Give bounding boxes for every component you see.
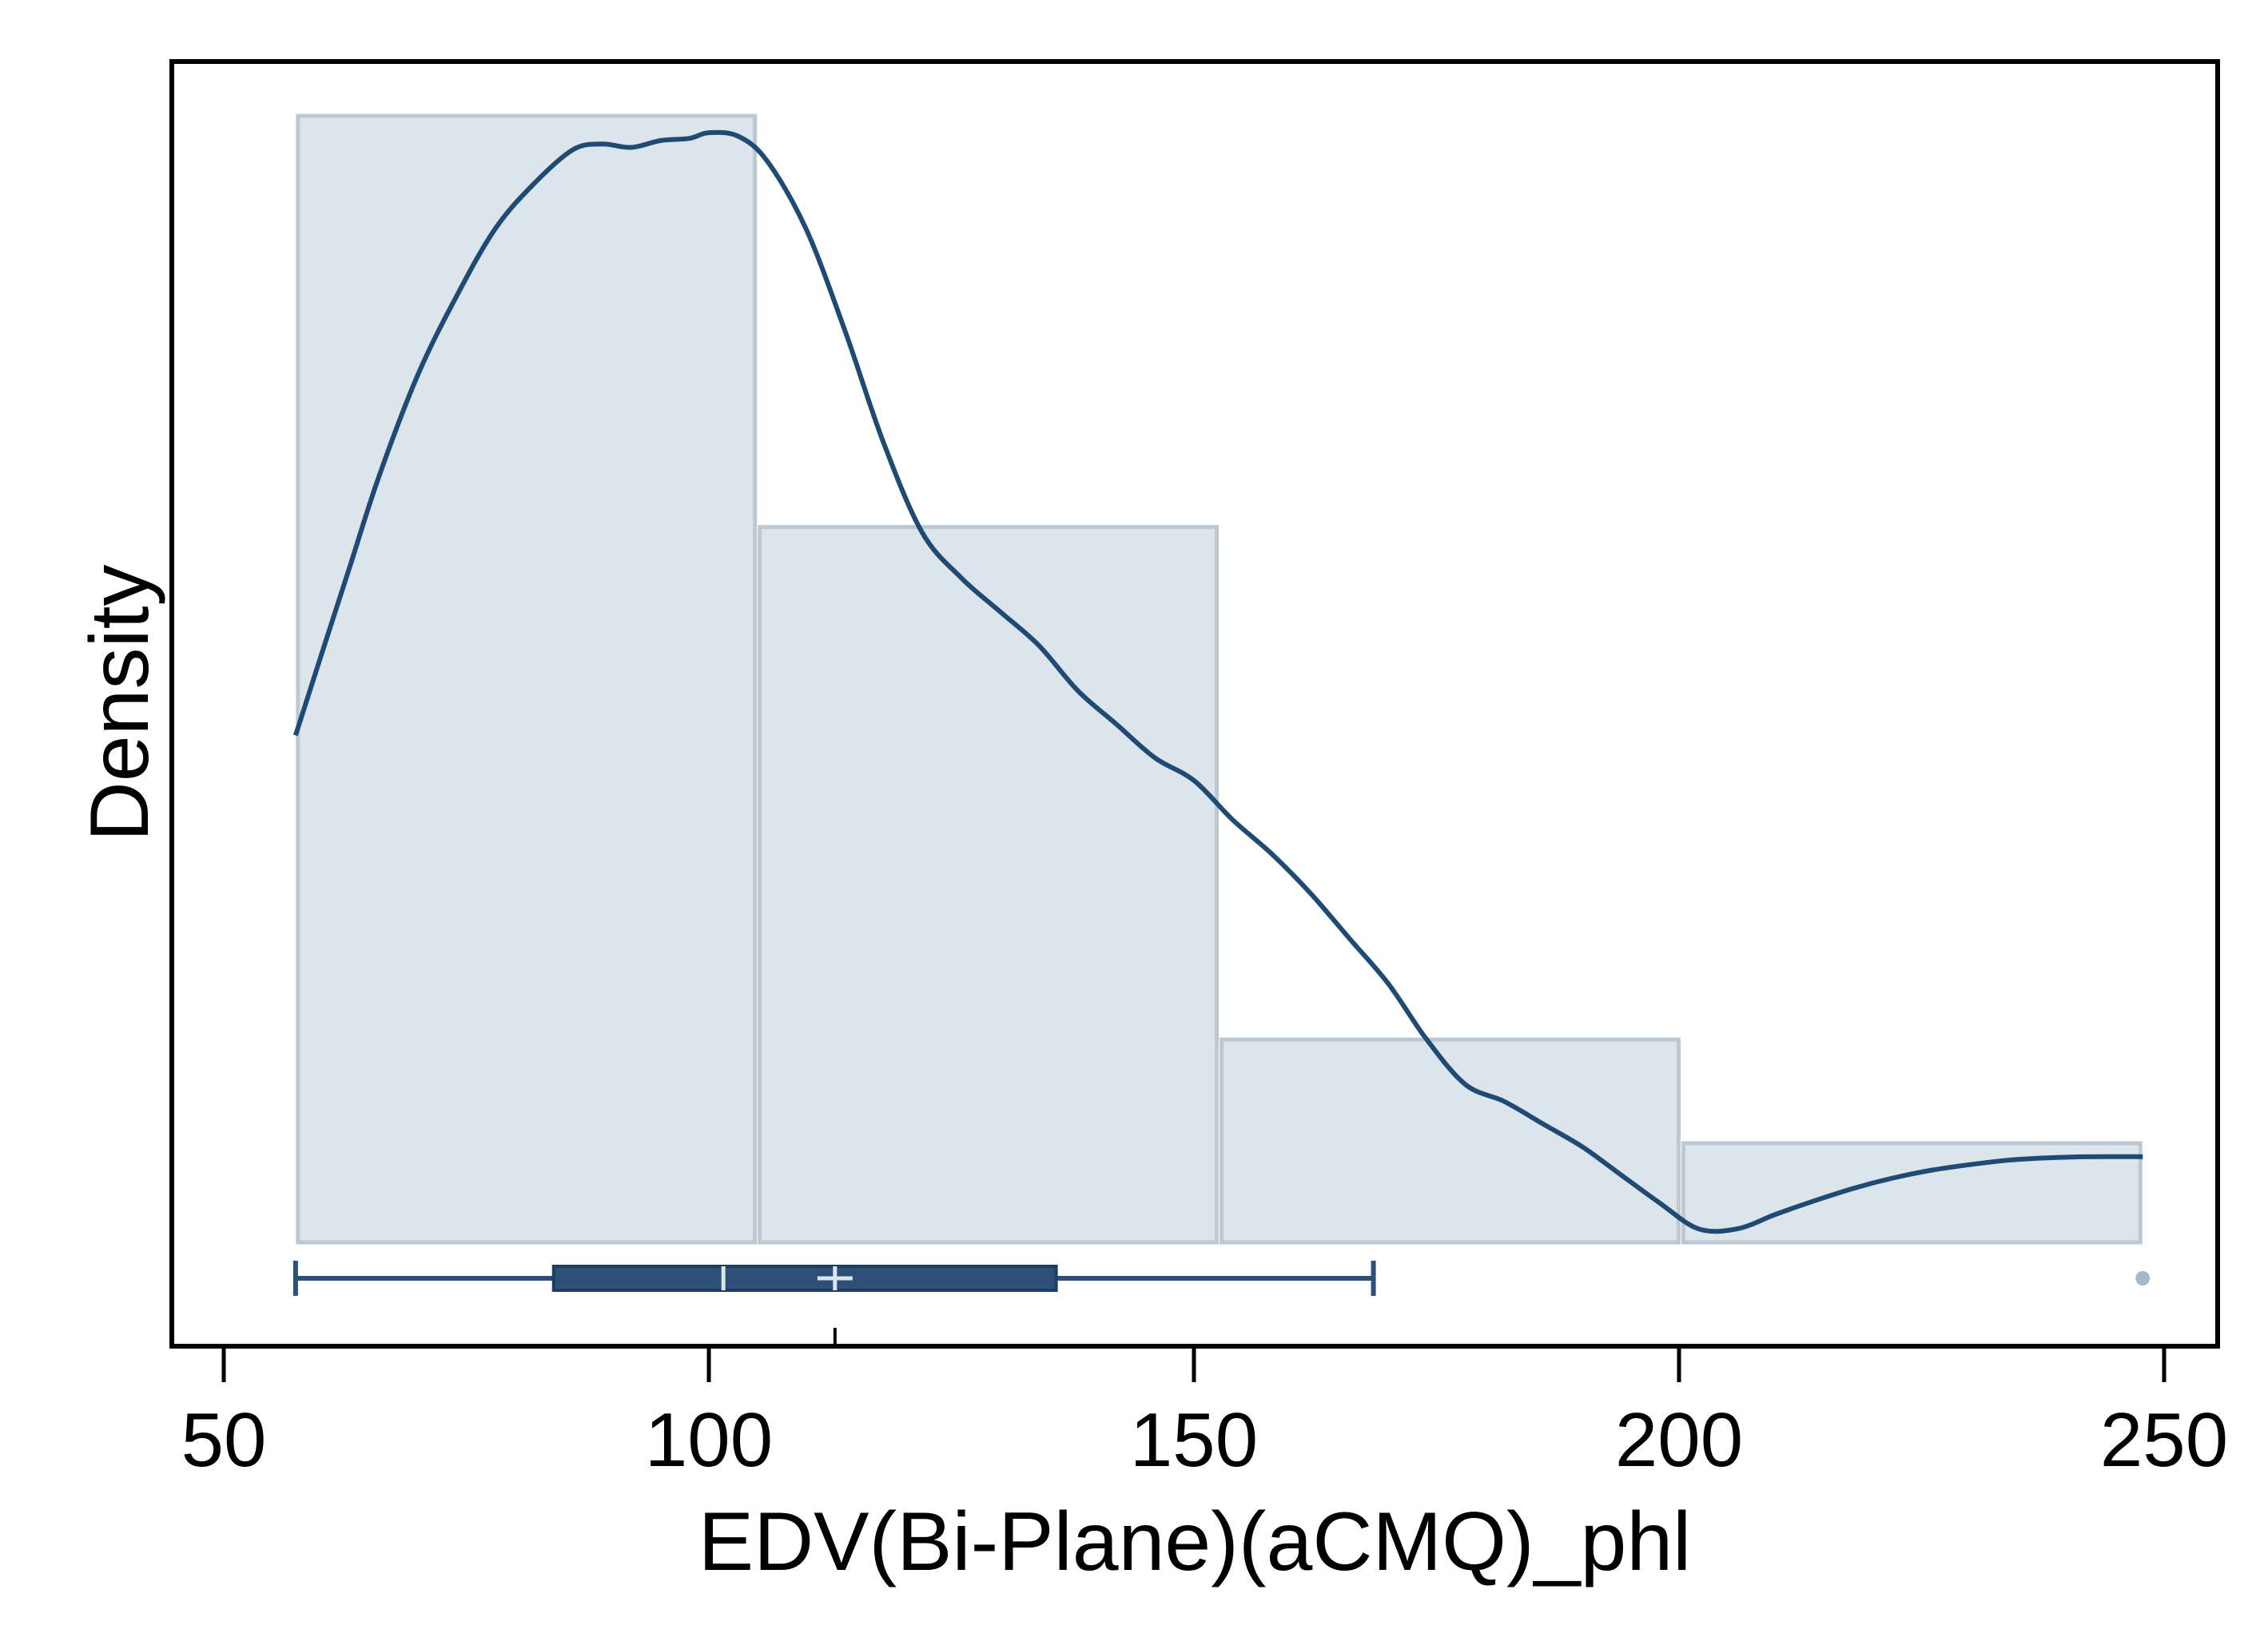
density-curve-layer [292, 129, 2143, 1234]
histogram-bar [1681, 1141, 2143, 1245]
x-tick-label: 50 [181, 1397, 267, 1483]
x-axis: 50 100 150 200 250 [181, 1346, 2228, 1483]
histogram-bar [1220, 1037, 1681, 1245]
histogram-bar [296, 113, 758, 1245]
x-tick-label: 200 [1615, 1397, 1743, 1483]
histogram-bar [758, 525, 1220, 1245]
y-axis-label: Density [74, 565, 166, 842]
x-tick-label: 150 [1130, 1397, 1258, 1483]
histogram-bars [296, 113, 2143, 1245]
x-tick-label: 100 [645, 1397, 773, 1483]
x-tick-label: 250 [2100, 1397, 2228, 1483]
boxplot-box [551, 1265, 1058, 1292]
boxplot-layer [292, 1261, 2151, 1345]
density-curve [292, 129, 2143, 1234]
boxplot-outlier [2135, 1271, 2151, 1285]
x-axis-label: EDV(Bi-Plane)(aCMQ)_phl [698, 1496, 1692, 1588]
